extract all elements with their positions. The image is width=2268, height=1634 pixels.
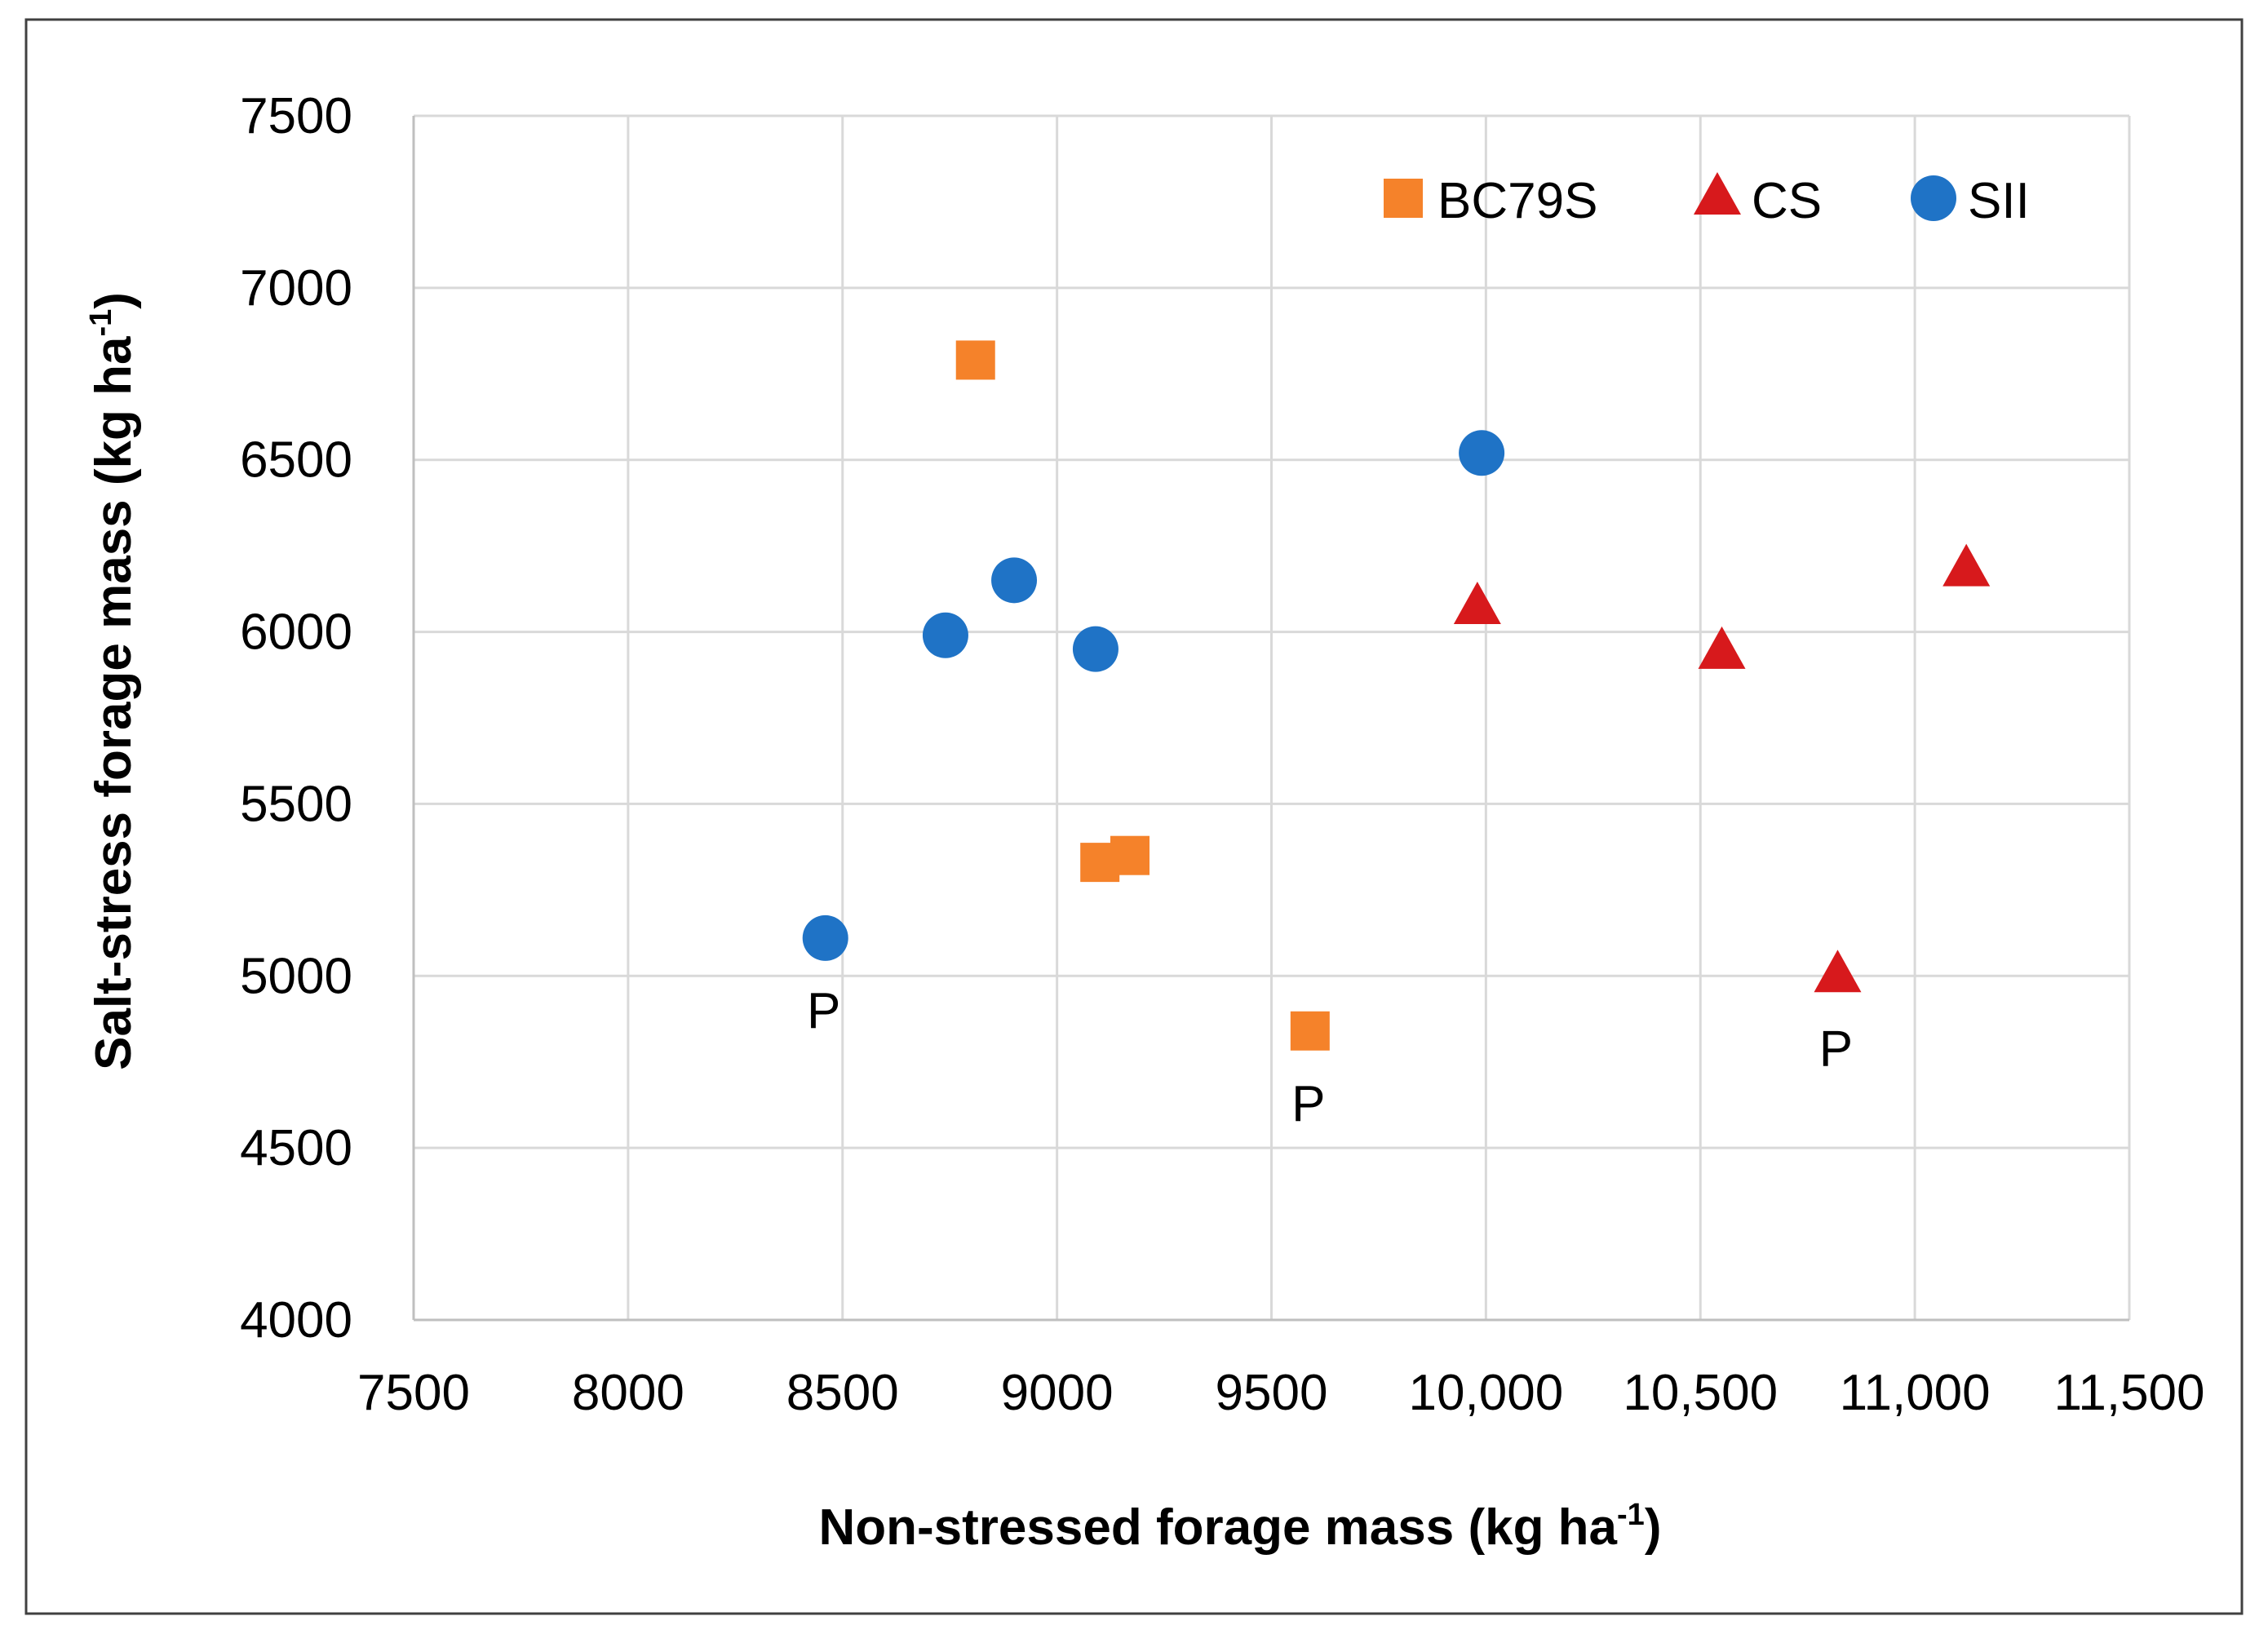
y-tick-label: 6500: [240, 432, 352, 489]
bc79s-data-point: [1290, 1011, 1330, 1051]
bc79s-data-point: [955, 340, 995, 380]
y-tick-label: 4000: [240, 1292, 352, 1348]
legend-sii-label: SII: [1968, 173, 2030, 229]
sii-data-point: [922, 612, 968, 658]
cs-data-point: [1698, 626, 1746, 669]
data-points: [802, 340, 1991, 1051]
bc79s-data-point: [1110, 835, 1150, 875]
y-tick-label: 7500: [240, 88, 352, 144]
legend-cs-label: CS: [1752, 173, 1822, 229]
y-tick-label: 5000: [240, 948, 352, 1004]
x-tick-label: 8000: [572, 1365, 684, 1421]
sii-data-point: [1459, 430, 1505, 476]
x-tick-label: 11,000: [1840, 1365, 1991, 1421]
sii-data-point: [802, 914, 848, 961]
legend-bc79s-marker: [1384, 179, 1423, 218]
cs-data-point: [1814, 950, 1862, 993]
x-axis-tick-labels: 7500 8000 8500 9000 9500 10,000 10,500 11,000 11…: [357, 1365, 2204, 1421]
point-annotation-label: P: [1819, 1021, 1853, 1077]
x-tick-label: 9500: [1216, 1365, 1328, 1421]
legend-cs-marker: [1694, 172, 1741, 215]
gridlines: [414, 114, 2131, 1320]
x-tick-label: 8500: [786, 1365, 899, 1421]
y-axis-tick-labels: 4000 4500 5000 5500 6000 6500 7000 7500: [240, 88, 352, 1348]
y-axis-title: Salt-stress forage mass (kg ha-1): [84, 292, 142, 1070]
figure-frame: [24, 18, 2244, 1615]
point-annotation-label: P: [807, 983, 840, 1039]
x-tick-label: 11,500: [2053, 1365, 2204, 1421]
legend-bc79s-label: BC79S: [1437, 173, 1597, 229]
axes: [412, 116, 2129, 1322]
legend-sii-marker: [1911, 175, 1956, 221]
x-tick-label: 10,000: [1409, 1365, 1564, 1421]
point-annotation-label: P: [1291, 1076, 1325, 1132]
y-tick-label: 5500: [240, 776, 352, 832]
cs-data-point: [1942, 543, 1991, 587]
y-tick-label: 4500: [240, 1120, 352, 1176]
sii-data-point: [1072, 626, 1118, 672]
sii-data-point: [991, 557, 1038, 604]
x-axis-title: Non-stressed forage mass (kg ha-1): [819, 1498, 1662, 1556]
y-tick-label: 6000: [240, 604, 352, 661]
point-annotations: P P P: [807, 983, 1853, 1132]
x-tick-label: 9000: [1001, 1365, 1114, 1421]
y-tick-label: 7000: [240, 260, 352, 317]
legend: BC79S CS SII: [1384, 172, 2030, 229]
cs-data-point: [1453, 582, 1501, 625]
x-tick-label: 10,500: [1623, 1365, 1778, 1421]
x-tick-label: 7500: [357, 1365, 470, 1421]
